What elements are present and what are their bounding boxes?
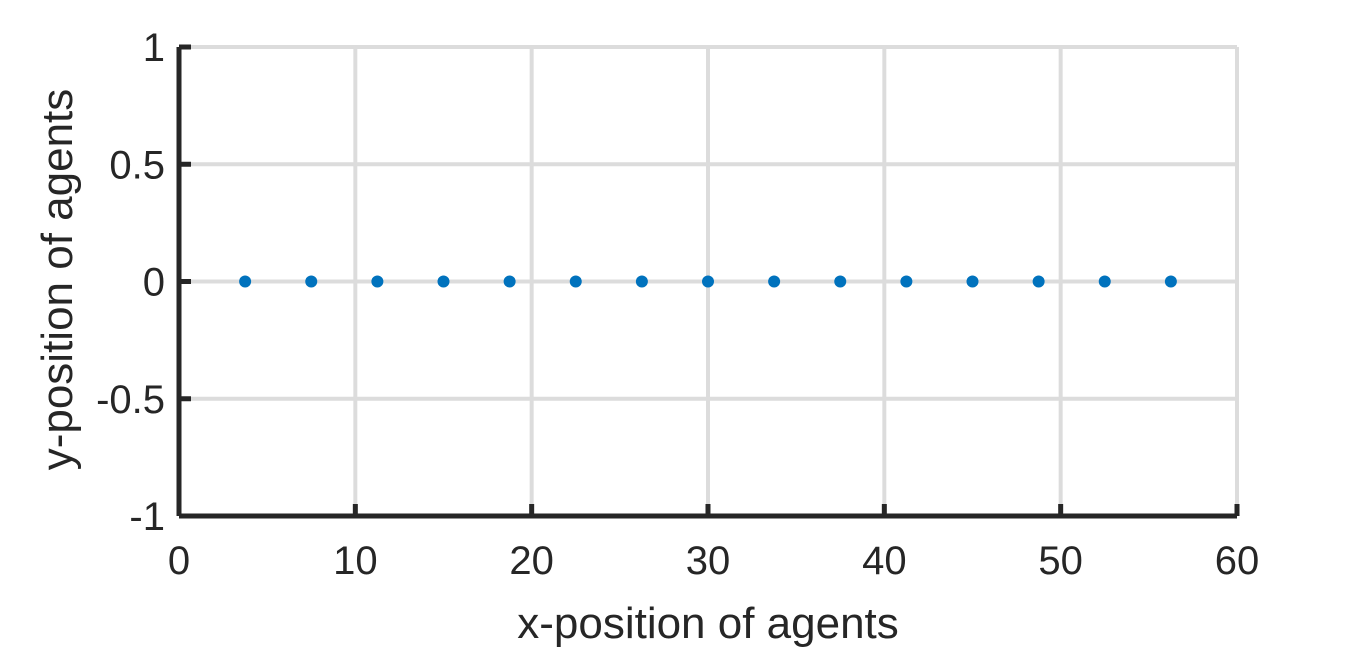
points-layer <box>239 275 1177 288</box>
x-axis-label: x-position of agents <box>517 599 899 648</box>
data-point <box>437 275 450 288</box>
data-point <box>1098 275 1111 288</box>
data-point <box>834 275 847 288</box>
y-tick-label: -0.5 <box>96 378 165 422</box>
x-tick-label: 40 <box>862 539 907 583</box>
data-point <box>702 275 714 288</box>
axes-layer: 0 10 20 30 40 50 60 -1 -0.5 0 0.5 1 <box>96 26 1259 583</box>
grid-layer <box>177 45 1239 518</box>
x-tick-label: 60 <box>1215 539 1260 583</box>
data-point <box>635 275 648 288</box>
labels-layer: x-position of agents y-position of agent… <box>33 89 899 648</box>
y-tick-label: -1 <box>129 495 165 539</box>
y-tick-label: 0.5 <box>109 143 165 187</box>
data-point <box>900 275 913 288</box>
data-point <box>1164 275 1177 288</box>
x-tick-label: 30 <box>686 539 731 583</box>
data-point <box>768 275 781 288</box>
x-tick-label: 20 <box>509 539 554 583</box>
data-point <box>966 275 979 288</box>
data-point <box>503 275 516 288</box>
data-point <box>305 275 318 288</box>
data-point <box>371 275 384 288</box>
x-tick-label: 0 <box>168 539 190 583</box>
data-point <box>239 275 252 288</box>
y-axis-label: y-position of agents <box>33 89 82 471</box>
data-point <box>569 275 582 288</box>
y-tick-label: 1 <box>143 26 165 70</box>
data-point <box>1032 275 1045 288</box>
x-tick-label: 50 <box>1038 539 1083 583</box>
x-tick-label: 10 <box>333 539 378 583</box>
y-tick-label: 0 <box>143 261 165 305</box>
